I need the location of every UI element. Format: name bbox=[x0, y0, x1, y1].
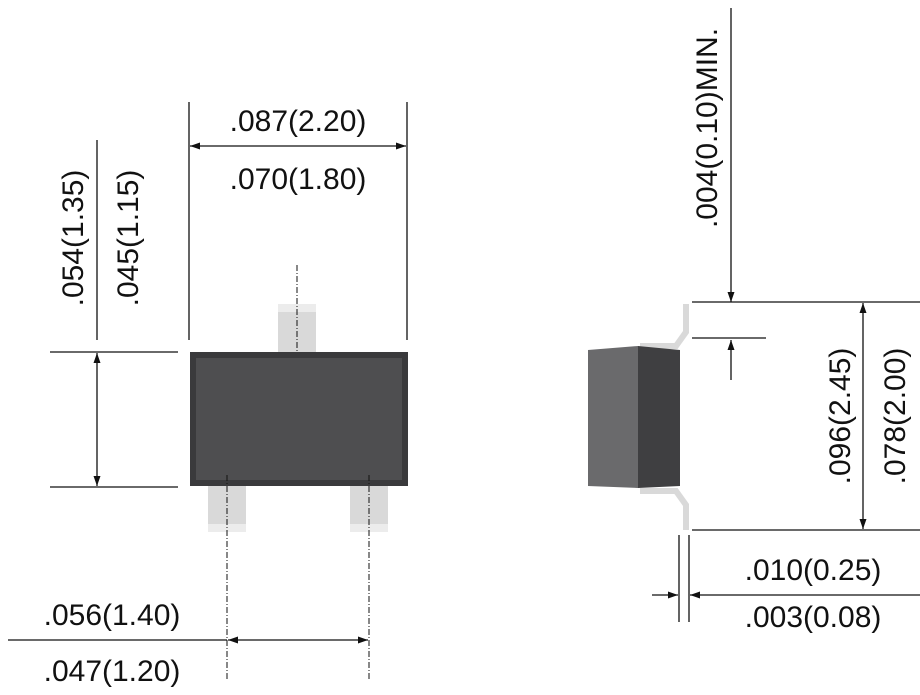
top-view: .087(2.20) .070(1.80) .054(1.35) .045(1.… bbox=[8, 102, 408, 688]
height-min-label: .045(1.15) bbox=[112, 170, 145, 307]
height-max-label: .054(1.35) bbox=[57, 170, 90, 307]
pitch-min-label: .047(1.20) bbox=[44, 655, 181, 688]
standoff-label: .004(0.10)MIN. bbox=[691, 28, 724, 228]
width-min-label: .070(1.80) bbox=[230, 163, 367, 196]
lead-thickness-min-label: .003(0.08) bbox=[745, 601, 882, 634]
side-view: .004(0.10)MIN. .096(2.45) .078(2.00) .01… bbox=[588, 8, 920, 634]
side-view-top-lead bbox=[640, 304, 689, 349]
width-max-label: .087(2.20) bbox=[230, 105, 367, 138]
overall-max-label: .096(2.45) bbox=[824, 348, 857, 485]
overall-min-label: .078(2.00) bbox=[879, 348, 912, 485]
lead-thickness-max-label: .010(0.25) bbox=[745, 554, 882, 587]
side-view-bottom-lead bbox=[640, 488, 689, 530]
pitch-max-label: .056(1.40) bbox=[44, 599, 181, 632]
